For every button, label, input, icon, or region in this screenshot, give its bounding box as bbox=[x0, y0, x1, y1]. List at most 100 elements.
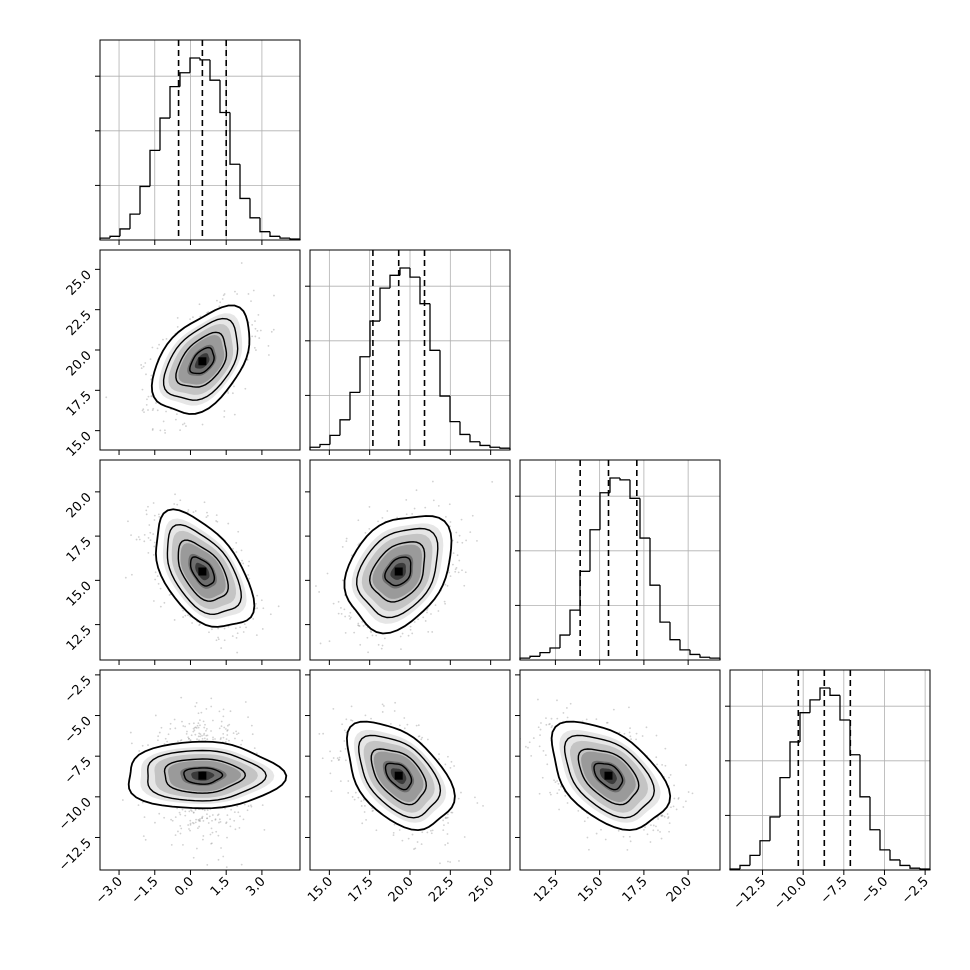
scatter-point bbox=[165, 410, 167, 413]
contour-line bbox=[189, 346, 215, 375]
scatter-point bbox=[105, 396, 108, 399]
scatter-point bbox=[456, 541, 459, 544]
scatter-point bbox=[205, 729, 207, 732]
scatter-point bbox=[179, 499, 182, 502]
scatter-point bbox=[365, 818, 367, 821]
scatter-point bbox=[234, 290, 236, 293]
scatter-point bbox=[194, 733, 197, 736]
contour-line bbox=[384, 556, 412, 587]
scatter-point bbox=[208, 631, 210, 634]
scatter-point bbox=[197, 712, 200, 715]
scatter-point bbox=[454, 568, 457, 571]
panel-content bbox=[105, 262, 275, 434]
scatter-point bbox=[206, 809, 209, 812]
histogram-bin bbox=[909, 865, 920, 869]
scatter-point bbox=[159, 587, 162, 590]
scatter-point bbox=[357, 796, 360, 799]
scatter-point bbox=[465, 539, 468, 542]
scatter-point bbox=[224, 728, 227, 730]
scatter-point bbox=[188, 737, 190, 740]
scatter-point bbox=[255, 634, 258, 636]
scatter-point bbox=[215, 520, 218, 522]
scatter-point bbox=[152, 554, 155, 556]
scatter-point bbox=[152, 502, 155, 504]
scatter-point bbox=[583, 820, 586, 823]
scatter-point bbox=[438, 753, 440, 756]
scatter-point bbox=[667, 817, 669, 820]
scatter-point bbox=[444, 817, 447, 820]
scatter-point bbox=[141, 388, 144, 391]
scatter-point bbox=[667, 816, 670, 818]
scatter-point bbox=[127, 520, 129, 523]
scatter-point bbox=[184, 614, 187, 617]
scatter-point bbox=[201, 817, 204, 819]
scatter-point bbox=[460, 518, 463, 521]
scatter-point bbox=[223, 415, 226, 418]
histogram-bin bbox=[199, 58, 210, 61]
scatter-point bbox=[130, 742, 133, 745]
scatter-point bbox=[349, 617, 351, 620]
histogram-bin bbox=[899, 859, 910, 867]
scatter-point bbox=[341, 723, 344, 726]
scatter-point bbox=[221, 298, 224, 300]
scatter-point bbox=[180, 739, 183, 741]
histogram-bin bbox=[879, 829, 890, 851]
histogram-bin bbox=[769, 816, 780, 841]
scatter-point bbox=[262, 607, 265, 610]
scatter-point bbox=[677, 798, 680, 800]
scatter-point bbox=[405, 499, 408, 501]
scatter-point bbox=[360, 800, 363, 803]
histogram-bin bbox=[339, 419, 350, 436]
scatter-point bbox=[145, 403, 148, 406]
histogram-bin bbox=[369, 320, 380, 357]
scatter-point bbox=[151, 429, 154, 431]
scatter-panel-0-3 bbox=[99, 669, 301, 871]
scatter-point bbox=[315, 585, 317, 587]
scatter-point bbox=[405, 513, 408, 516]
density-peak bbox=[394, 771, 403, 780]
histogram-bin bbox=[759, 840, 770, 856]
scatter-point bbox=[218, 305, 221, 308]
scatter-point bbox=[421, 736, 424, 739]
histogram-bin bbox=[179, 72, 190, 87]
scatter-point bbox=[143, 816, 146, 818]
scatter-point bbox=[236, 632, 239, 635]
scatter-point bbox=[217, 638, 220, 641]
histogram-bin bbox=[619, 478, 630, 481]
scatter-point bbox=[452, 563, 454, 566]
scatter-point bbox=[180, 696, 183, 699]
scatter-point bbox=[147, 505, 149, 508]
scatter-point bbox=[189, 739, 192, 742]
scatter-point bbox=[152, 600, 155, 602]
scatter-point bbox=[377, 520, 379, 523]
histogram-bin bbox=[749, 854, 760, 866]
scatter-point bbox=[381, 516, 384, 519]
scatter-point bbox=[206, 863, 209, 866]
scatter-point bbox=[233, 385, 235, 388]
scatter-point bbox=[371, 807, 373, 810]
scatter-point bbox=[329, 750, 331, 753]
scatter-point bbox=[233, 413, 236, 416]
contour-line bbox=[368, 541, 426, 603]
scatter-point bbox=[226, 814, 229, 817]
density-peak bbox=[394, 567, 403, 576]
scatter-point bbox=[229, 825, 232, 828]
histogram-bin bbox=[149, 149, 160, 187]
histogram-bin bbox=[529, 655, 540, 659]
scatter-point bbox=[322, 732, 325, 735]
scatter-point bbox=[235, 730, 238, 733]
scatter-point bbox=[224, 807, 226, 810]
scatter-point bbox=[173, 619, 176, 621]
scatter-point bbox=[426, 831, 429, 834]
histogram-bin bbox=[119, 228, 130, 237]
scatter-point bbox=[198, 623, 201, 626]
scatter-point bbox=[130, 534, 132, 536]
scatter-point bbox=[211, 831, 214, 834]
scatter-point bbox=[245, 626, 247, 629]
scatter-point bbox=[203, 737, 206, 740]
scatter-point bbox=[182, 843, 184, 846]
scatter-point bbox=[203, 809, 206, 812]
histogram-bin bbox=[709, 657, 720, 659]
scatter-point bbox=[222, 715, 225, 718]
scatter-point bbox=[432, 499, 435, 502]
